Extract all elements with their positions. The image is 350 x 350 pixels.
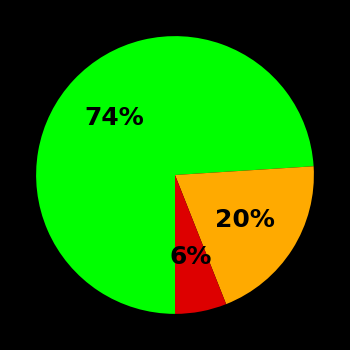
Text: 6%: 6%	[169, 245, 212, 269]
Wedge shape	[175, 175, 226, 314]
Text: 74%: 74%	[84, 106, 144, 130]
Text: 20%: 20%	[215, 208, 275, 232]
Wedge shape	[36, 36, 314, 314]
Wedge shape	[175, 166, 314, 304]
